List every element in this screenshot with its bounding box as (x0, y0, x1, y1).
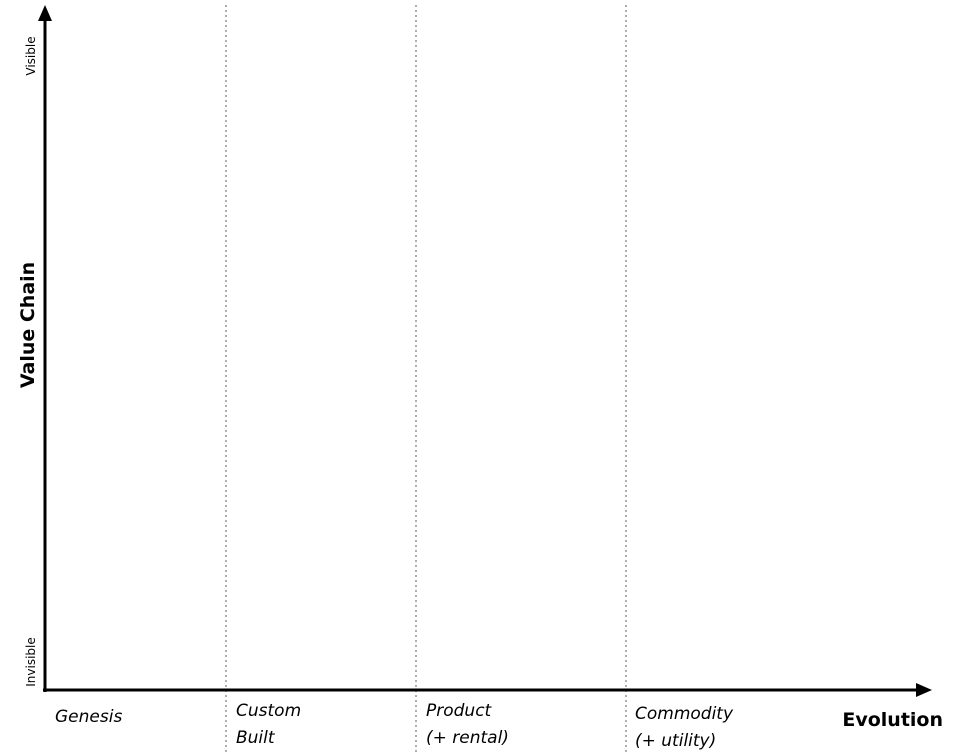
stage-label-custom-built-line1: Custom (236, 701, 301, 721)
y-axis-arrowhead (38, 5, 52, 21)
stage-label-commodity-line1: Commodity (635, 704, 734, 724)
stage-label-product-line2: (+ rental) (426, 728, 509, 748)
stage-label-product-line1: Product (426, 701, 493, 721)
x-axis-arrowhead (916, 683, 932, 697)
stage-label-genesis: Genesis (55, 707, 122, 727)
y-axis-title: Value Chain (17, 262, 39, 388)
y-axis-top-label: Visible (24, 36, 38, 75)
stage-label-custom-built-line2: Built (236, 728, 276, 748)
x-axis-title: Evolution (842, 709, 943, 731)
y-axis-bottom-label: Invisible (24, 637, 38, 687)
stage-label-commodity-line2: (+ utility) (635, 731, 716, 751)
